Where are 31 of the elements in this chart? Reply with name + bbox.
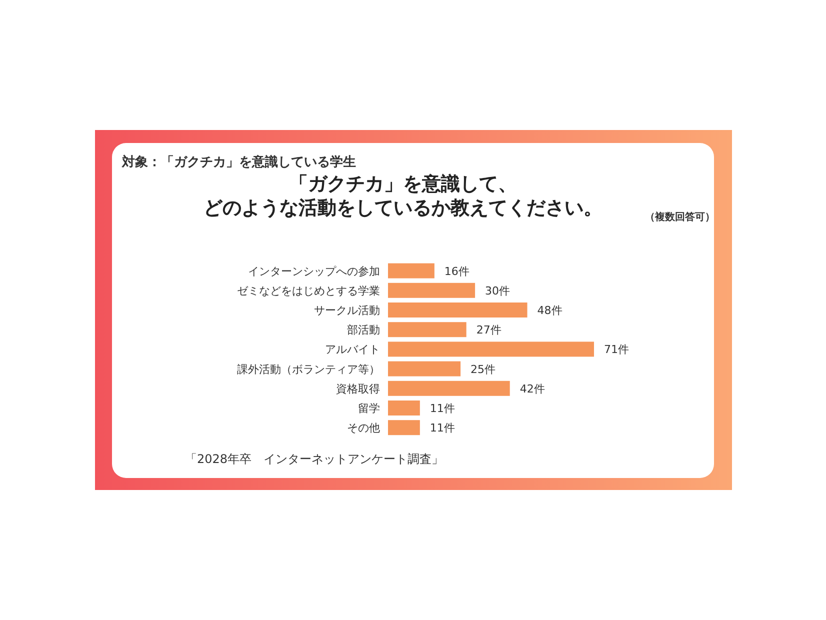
data-label: 11件 bbox=[430, 422, 455, 435]
y-tick-label: 留学 bbox=[358, 402, 380, 415]
data-label: 30件 bbox=[485, 284, 510, 298]
bar bbox=[388, 420, 420, 436]
y-tick-label: 部活動 bbox=[347, 324, 380, 337]
bar bbox=[388, 380, 510, 396]
y-tick-label: その他 bbox=[347, 422, 380, 435]
data-label: 16件 bbox=[444, 264, 470, 278]
bar bbox=[388, 361, 461, 376]
y-tick-label: ゼミなどをはじめとする学業 bbox=[237, 284, 380, 298]
y-tick-label: 課外活動（ボランティア等） bbox=[237, 362, 380, 376]
text: （複数回答可） bbox=[645, 211, 715, 223]
y-tick-label: 資格取得 bbox=[336, 382, 380, 396]
text: 対象：「ガクチカ」を意識している学生 bbox=[121, 154, 356, 170]
bar bbox=[388, 400, 420, 416]
data-label: 27件 bbox=[476, 324, 502, 337]
data-label: 71件 bbox=[604, 343, 629, 356]
bar bbox=[388, 282, 476, 298]
y-tick-label: インターンシップへの参加 bbox=[248, 264, 380, 278]
bar bbox=[388, 302, 528, 318]
chart-title: 「ガクチカ」を意識して、どのような活動をしているか教えてください。 bbox=[202, 172, 604, 219]
y-tick-label: サークル活動 bbox=[314, 304, 380, 317]
bar bbox=[388, 263, 434, 278]
bar bbox=[388, 342, 594, 357]
data-label: 25件 bbox=[470, 362, 496, 376]
data-label: 48件 bbox=[537, 304, 562, 317]
text: 「2028年卒 インターネットアンケート調査」 bbox=[185, 452, 444, 466]
data-label: 11件 bbox=[430, 402, 455, 415]
data-label: 42件 bbox=[520, 382, 545, 396]
bar bbox=[388, 322, 466, 338]
y-tick-label: アルバイト bbox=[325, 343, 380, 356]
